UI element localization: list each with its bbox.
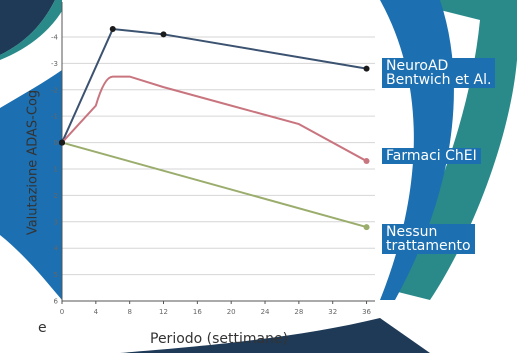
legend-nessun: Nessun trattamento — [382, 224, 475, 254]
legend-neuroad-line-2: Bentwich et Al. — [386, 72, 492, 88]
plot-background — [62, 0, 380, 305]
data-point — [59, 139, 65, 146]
data-point — [109, 26, 116, 33]
y-tick-label: -1 — [51, 113, 58, 121]
legend-nessun-line-1: Nessun — [386, 224, 438, 240]
x-tick-label: 32 — [328, 308, 337, 316]
x-tick-label: 16 — [193, 308, 202, 316]
y-tick-label: 1 — [54, 165, 58, 173]
legend-farmaci: Farmaci ChEI — [382, 148, 481, 164]
data-point — [363, 65, 370, 72]
y-tick-label: 3 — [54, 218, 58, 226]
x-tick-labels: 0 4 8 12 16 20 24 28 32 36 — [60, 301, 372, 316]
legend-nessun-line-2: trattamento — [386, 238, 471, 254]
x-tick-label: 8 — [127, 308, 131, 316]
series-line-0 — [61, 27, 367, 143]
series-points — [59, 26, 370, 231]
left-blue-arc — [0, 70, 62, 300]
legend-farmaci-line-1: Farmaci ChEI — [386, 148, 477, 164]
bottom-center-arc — [120, 318, 430, 353]
top-left-teal-shape — [0, 0, 68, 60]
series-lines — [61, 27, 368, 229]
series-line-1 — [61, 75, 368, 162]
y-tick-label: 4 — [54, 245, 59, 253]
x-tick-label: 20 — [227, 308, 236, 316]
x-tick-label: 24 — [261, 308, 270, 316]
data-point — [363, 224, 370, 231]
x-tick-label: 12 — [159, 308, 168, 316]
y-tick-labels: -4 -3 -2 -1 0 1 2 3 4 5 6 — [51, 33, 59, 305]
y-tick-label: 2 — [54, 192, 58, 200]
edge-text: e — [38, 320, 47, 336]
y-tick-label: -2 — [51, 86, 58, 94]
y-tick-label: -3 — [51, 60, 58, 68]
y-tick-label: -4 — [51, 33, 59, 41]
legend-neuroad-line-1: NeuroAD — [386, 58, 449, 74]
x-tick-label: 0 — [60, 308, 64, 316]
y-tick-label: 6 — [54, 298, 59, 306]
x-tick-label: 36 — [362, 308, 371, 316]
gridlines — [62, 36, 375, 302]
top-left-dark-shape — [0, 0, 55, 55]
series-line-2 — [61, 141, 367, 229]
y-tick-label: 0 — [54, 139, 58, 147]
x-tick-label: 4 — [94, 308, 99, 316]
y-tick-label: 5 — [54, 271, 58, 279]
legend-neuroad: NeuroAD Bentwich et Al. — [382, 58, 496, 88]
data-point — [160, 31, 167, 38]
x-tick-label: 28 — [294, 308, 303, 316]
data-point — [363, 158, 370, 165]
y-axis-label: Valutazione ADAS-Cog — [25, 89, 41, 236]
x-axis-label: Periodo (settimane) — [150, 331, 289, 347]
